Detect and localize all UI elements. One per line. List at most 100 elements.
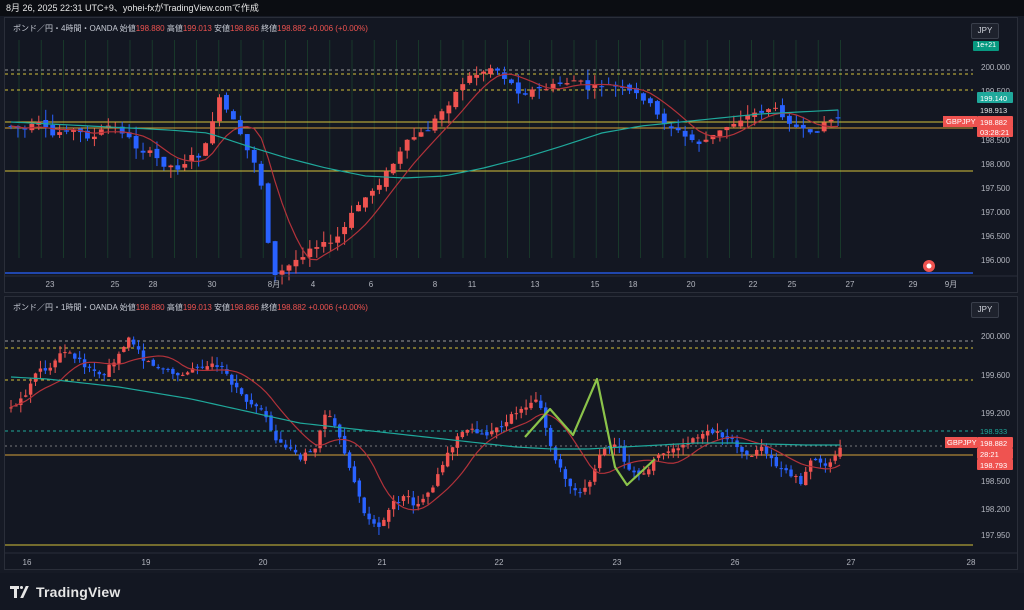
tradingview-logo[interactable]: TradingView	[10, 584, 120, 600]
price-axis-label: 197.000	[981, 208, 1010, 217]
candle-body	[789, 469, 793, 477]
candle-body	[779, 468, 783, 470]
candle-body	[397, 151, 403, 164]
candle-body	[307, 248, 313, 258]
candle-body	[731, 123, 737, 127]
candle-body	[146, 361, 151, 363]
candle-body	[425, 130, 431, 132]
candle-body	[647, 469, 651, 475]
currency-button[interactable]: JPY	[971, 302, 999, 318]
candle-body	[205, 366, 209, 370]
candle-body	[300, 257, 306, 260]
candle-body	[519, 408, 523, 413]
chart-pane-4h[interactable]: 200.000 199.500 198.500 198.000 197.500 197.0…	[4, 17, 1018, 293]
price-tag-countdown: 28:21	[980, 450, 999, 459]
candle-body	[391, 500, 396, 510]
candle-body	[171, 368, 175, 374]
candle-body	[68, 352, 72, 354]
candle-body	[522, 93, 528, 95]
candle-body	[411, 497, 415, 506]
candle-body	[58, 353, 62, 363]
chart-4h-canvas[interactable]: 200.000 199.500 198.500 198.000 197.500 197.0…	[5, 18, 1017, 292]
candle-body	[524, 407, 528, 410]
candle-body	[284, 444, 288, 448]
price-tag-last-bg	[977, 116, 1013, 127]
candle-body	[117, 353, 121, 364]
price-axis-label: 198.500	[981, 136, 1010, 145]
chart-pane-1h[interactable]: 200.000 199.600 199.200 198.500 198.200 197.9…	[4, 296, 1018, 570]
moving-average-fast	[10, 73, 839, 261]
date-axis-label: 30	[208, 280, 217, 289]
candle-body	[769, 455, 774, 459]
candle-body	[558, 459, 563, 468]
open-value: 198.880	[135, 24, 165, 33]
candle-body	[553, 447, 558, 461]
candle-body	[406, 496, 411, 498]
candle-body	[764, 445, 769, 454]
date-axis-label: 4	[311, 280, 316, 289]
candle-body	[592, 84, 598, 88]
candle-body	[349, 212, 354, 228]
candle-body	[799, 475, 803, 485]
candle-body	[401, 496, 406, 501]
candle-body	[599, 86, 605, 88]
candle-body	[823, 463, 828, 466]
candle-body	[19, 398, 23, 406]
candle-body	[544, 407, 548, 428]
candle-body	[661, 453, 666, 456]
currency-button[interactable]: JPY	[971, 23, 999, 39]
date-axis-label: 20	[259, 558, 268, 567]
price-axis-label: 198.500	[981, 477, 1010, 486]
candle-body	[813, 458, 818, 461]
chart-1h-canvas[interactable]: 200.000 199.600 199.200 198.500 198.200 197.9…	[5, 297, 1017, 569]
candle-body	[578, 80, 584, 82]
price-tag-countdown-bg	[977, 126, 1013, 137]
symbol-tag-bg	[943, 116, 977, 127]
candle-body	[77, 357, 82, 360]
candle-body	[571, 80, 577, 82]
low-value: 198.866	[230, 24, 259, 33]
candle-body	[168, 165, 174, 168]
tradingview-logo-icon	[10, 586, 32, 598]
low-label: 安値	[214, 303, 231, 312]
candle-body	[264, 411, 268, 418]
candle-body	[313, 448, 317, 453]
candle-body	[372, 519, 376, 524]
candle-body	[691, 438, 695, 443]
date-axis-label: 27	[847, 558, 856, 567]
date-axis-label: 25	[111, 280, 120, 289]
candle-body	[189, 154, 195, 162]
candle-body	[504, 422, 509, 427]
price-tag-ma-a: 198.933	[980, 427, 1007, 436]
price-axis-label: 199.500	[981, 87, 1010, 96]
candle-body	[328, 416, 332, 418]
legend-1h: ポンド／円・1時間・OANDA 始値198.880 高値199.013 安値19…	[13, 302, 368, 313]
candle-body	[141, 350, 146, 361]
candle-body	[467, 75, 473, 83]
candle-body	[529, 402, 533, 409]
candle-body	[175, 165, 181, 170]
date-axis-label: 26	[731, 558, 740, 567]
candle-body	[738, 120, 744, 127]
candle-body	[730, 437, 734, 439]
candle-body	[474, 74, 480, 78]
candle-body	[773, 107, 778, 109]
candle-body	[446, 105, 452, 114]
legend-4h: ポンド／円・4時間・OANDA 始値198.880 高値199.013 安値19…	[13, 23, 368, 34]
high-label: 高値	[166, 303, 183, 312]
candle-body	[396, 501, 401, 503]
candle-body	[793, 124, 799, 127]
candle-body	[22, 128, 28, 130]
candle-body	[71, 129, 76, 132]
candle-body	[465, 429, 469, 433]
candle-body	[578, 492, 582, 494]
symbol-tag: GBPJPY	[946, 117, 976, 126]
candle-body	[774, 457, 779, 467]
candle-body	[475, 429, 479, 434]
candle-body	[239, 388, 244, 395]
high-value: 199.013	[182, 303, 212, 312]
candle-body	[272, 241, 278, 275]
candle-body	[455, 436, 460, 448]
date-axis-label: 18	[629, 280, 638, 289]
candle-body	[314, 247, 320, 249]
